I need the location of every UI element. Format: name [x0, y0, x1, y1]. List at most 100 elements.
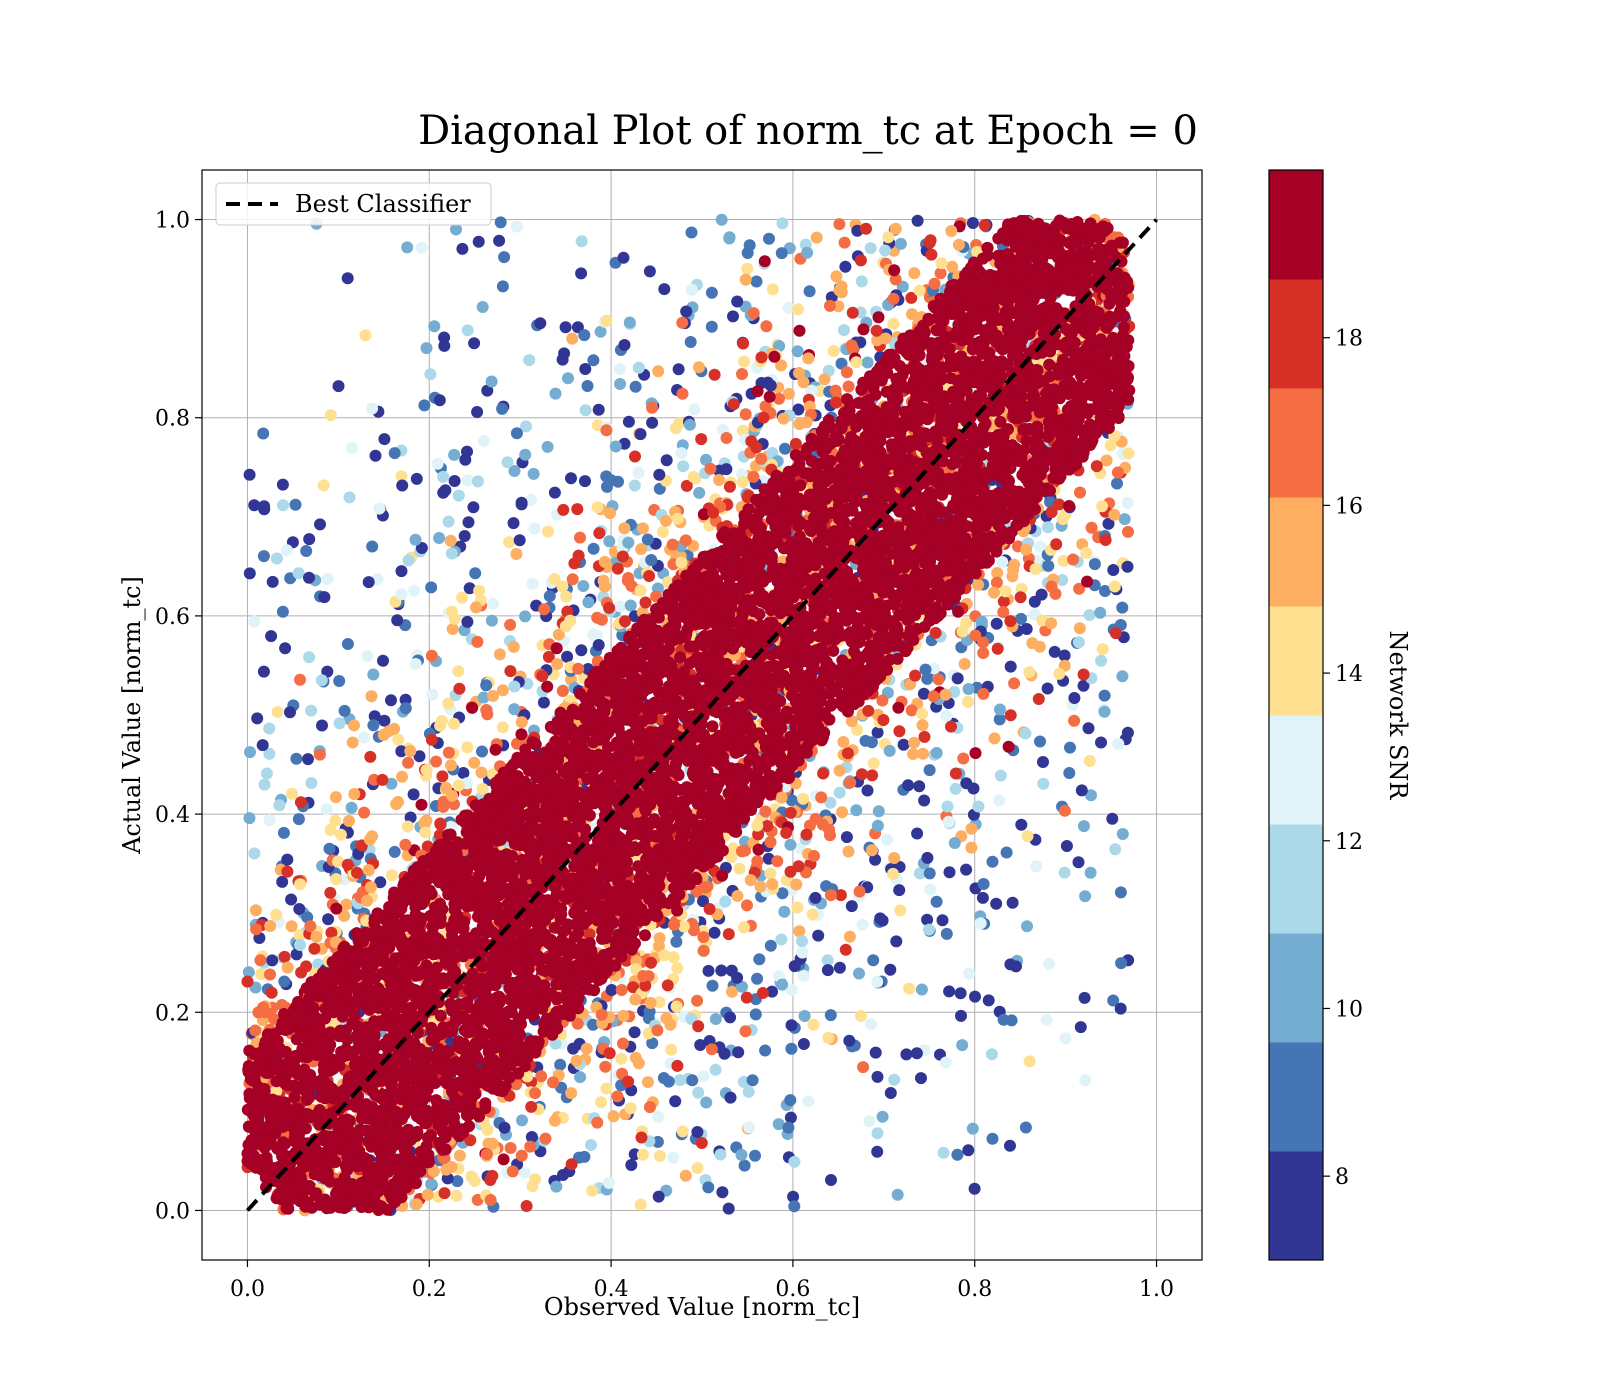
scatter-point	[510, 427, 523, 440]
scatter-point	[558, 347, 571, 360]
scatter-point	[988, 732, 1001, 745]
scatter-point	[855, 768, 868, 781]
scatter-point	[1004, 615, 1017, 628]
scatter-point	[399, 693, 412, 706]
scatter-point	[722, 928, 735, 941]
scatter-point	[904, 678, 916, 691]
scatter-point	[248, 499, 261, 512]
scatter-point	[751, 819, 764, 832]
scatter-point	[345, 441, 358, 454]
scatter-point	[472, 235, 485, 248]
scatter-point	[302, 753, 314, 766]
scatter-point	[303, 651, 316, 664]
scatter-point	[693, 486, 706, 499]
scatter-point	[619, 615, 631, 628]
scatter-point	[697, 895, 709, 908]
scatter-point	[496, 721, 509, 734]
scatter-point	[749, 1008, 762, 1021]
scatter-point	[853, 967, 865, 980]
scatter-point	[715, 964, 728, 977]
scatter-point	[623, 316, 636, 329]
scatter-point	[661, 979, 674, 992]
scatter-point	[324, 824, 337, 836]
scatter-point	[396, 770, 408, 783]
scatter-point	[420, 342, 433, 355]
scatter-point	[874, 912, 887, 925]
scatter-point	[845, 900, 858, 913]
scatter-point	[803, 819, 816, 832]
scatter-point	[508, 680, 521, 693]
scatter-point	[966, 1122, 979, 1135]
scatter-point	[932, 673, 945, 686]
scatter-point	[929, 626, 942, 639]
scatter-point	[442, 746, 455, 759]
scatter-point	[859, 734, 872, 747]
scatter-point	[676, 1125, 689, 1138]
scatter-point	[714, 1148, 727, 1161]
scatter-point	[628, 1026, 641, 1039]
scatter-point	[869, 1046, 882, 1059]
scatter-point	[593, 527, 606, 540]
scatter-point	[1035, 588, 1048, 601]
scatter-point	[861, 356, 874, 369]
scatter-point	[766, 985, 778, 998]
scatter-point	[292, 813, 305, 826]
scatter-point	[976, 891, 989, 904]
scatter-point	[994, 703, 1006, 716]
scatter-point	[348, 788, 361, 800]
scatter-point	[871, 819, 884, 832]
scatter-point	[840, 366, 853, 379]
scatter-point	[872, 311, 885, 324]
scatter-point	[634, 1198, 647, 1211]
scatter-point	[263, 722, 276, 735]
scatter-point	[303, 571, 315, 584]
scatter-point	[497, 1153, 510, 1166]
scatter-point	[586, 1184, 599, 1197]
scatter-point	[591, 1116, 604, 1129]
scatter-point	[752, 828, 765, 841]
scatter-point	[910, 1047, 923, 1060]
scatter-point	[526, 577, 539, 590]
scatter-point	[1074, 1021, 1087, 1034]
scatter-point	[960, 617, 973, 629]
scatter-point	[884, 1087, 897, 1099]
scatter-point	[792, 303, 804, 316]
scatter-point	[534, 317, 547, 330]
scatter-point	[618, 339, 631, 351]
scatter-point	[303, 533, 316, 546]
scatter-point	[1060, 840, 1073, 852]
scatter-point	[1106, 812, 1119, 825]
scatter-point	[1041, 521, 1054, 534]
scatter-point	[526, 1180, 539, 1193]
scatter-point	[645, 956, 657, 969]
scatter-point	[374, 876, 387, 889]
scatter-point	[796, 946, 809, 959]
scatter-point	[622, 1075, 635, 1088]
scatter-point	[862, 704, 875, 717]
scatter-point	[456, 242, 469, 255]
scatter-point	[788, 1200, 801, 1213]
scatter-point	[456, 591, 469, 604]
scatter-point	[962, 1144, 975, 1157]
scatter-point	[622, 536, 635, 549]
scatter-point	[263, 747, 276, 760]
scatter-point	[917, 747, 929, 760]
scatter-point	[927, 690, 940, 703]
scatter-point	[925, 248, 938, 261]
scatter-point	[1029, 563, 1042, 576]
scatter-point	[824, 796, 837, 809]
scatter-point	[420, 814, 433, 827]
scatter-point	[438, 339, 451, 352]
scatter-point	[458, 530, 471, 542]
scatter-point	[1040, 1013, 1053, 1026]
scatter-point	[957, 752, 970, 765]
scatter-point	[329, 814, 342, 827]
scatter-point	[388, 447, 401, 460]
scatter-point	[829, 384, 842, 397]
scatter-point	[294, 673, 306, 686]
scatter-point	[887, 317, 900, 330]
scatter-point	[604, 507, 616, 520]
scatter-point	[617, 251, 630, 264]
scatter-point	[846, 306, 859, 319]
scatter-point	[677, 460, 690, 473]
